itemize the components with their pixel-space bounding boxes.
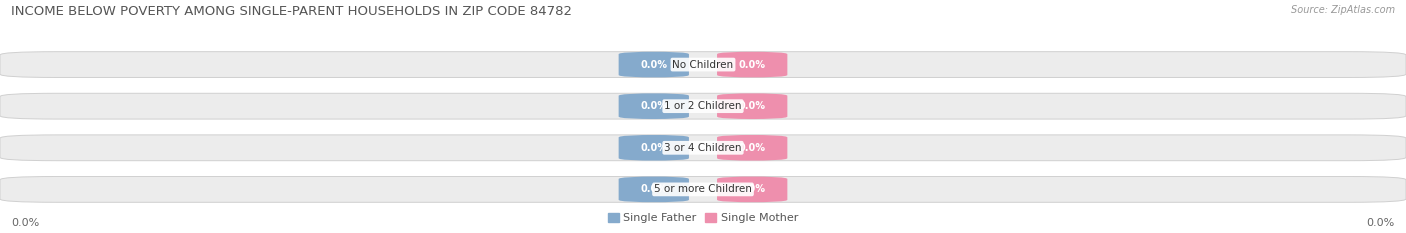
Text: 0.0%: 0.0% bbox=[640, 184, 668, 194]
FancyBboxPatch shape bbox=[717, 93, 787, 119]
FancyBboxPatch shape bbox=[619, 52, 689, 78]
FancyBboxPatch shape bbox=[0, 93, 1406, 119]
FancyBboxPatch shape bbox=[717, 135, 787, 161]
Text: 0.0%: 0.0% bbox=[11, 218, 39, 228]
FancyBboxPatch shape bbox=[0, 52, 1406, 78]
Text: 1 or 2 Children: 1 or 2 Children bbox=[664, 101, 742, 111]
Text: 0.0%: 0.0% bbox=[1367, 218, 1395, 228]
Text: 0.0%: 0.0% bbox=[738, 101, 766, 111]
Text: INCOME BELOW POVERTY AMONG SINGLE-PARENT HOUSEHOLDS IN ZIP CODE 84782: INCOME BELOW POVERTY AMONG SINGLE-PARENT… bbox=[11, 5, 572, 18]
Text: 5 or more Children: 5 or more Children bbox=[654, 184, 752, 194]
Text: Source: ZipAtlas.com: Source: ZipAtlas.com bbox=[1291, 5, 1395, 15]
FancyBboxPatch shape bbox=[0, 177, 1406, 202]
Text: No Children: No Children bbox=[672, 60, 734, 70]
FancyBboxPatch shape bbox=[619, 93, 689, 119]
Text: 0.0%: 0.0% bbox=[738, 143, 766, 153]
FancyBboxPatch shape bbox=[619, 177, 689, 202]
FancyBboxPatch shape bbox=[0, 135, 1406, 161]
Text: 0.0%: 0.0% bbox=[738, 60, 766, 70]
FancyBboxPatch shape bbox=[619, 135, 689, 161]
Text: 0.0%: 0.0% bbox=[640, 143, 668, 153]
Legend: Single Father, Single Mother: Single Father, Single Mother bbox=[603, 208, 803, 227]
Text: 3 or 4 Children: 3 or 4 Children bbox=[664, 143, 742, 153]
Text: 0.0%: 0.0% bbox=[640, 60, 668, 70]
FancyBboxPatch shape bbox=[717, 177, 787, 202]
Text: 0.0%: 0.0% bbox=[640, 101, 668, 111]
Text: 0.0%: 0.0% bbox=[738, 184, 766, 194]
FancyBboxPatch shape bbox=[717, 52, 787, 78]
